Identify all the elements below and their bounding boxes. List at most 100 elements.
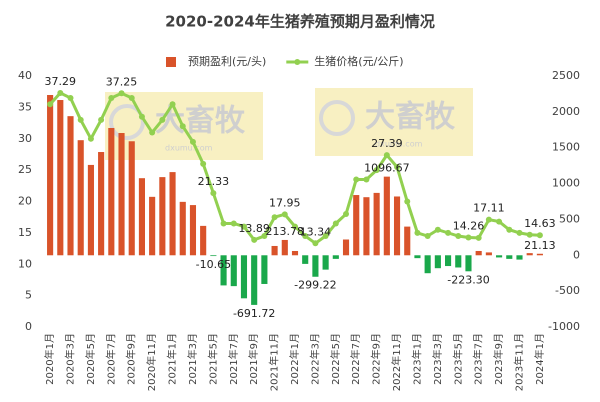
x-tick-label: 2023年3月: [431, 333, 444, 385]
line-marker: [240, 223, 247, 230]
x-tick-label: 2020年11月: [145, 333, 158, 391]
y-tick-label: 35: [18, 100, 32, 113]
x-tick-label: 2023年9月: [492, 333, 505, 385]
line-marker: [138, 113, 145, 120]
bar: [485, 252, 492, 256]
line-marker: [47, 101, 54, 108]
bar: [98, 152, 105, 256]
line-marker: [200, 160, 207, 167]
line-marker: [363, 176, 370, 183]
line-marker: [312, 240, 319, 247]
line-marker: [434, 226, 441, 233]
y2-tick-label: -1000: [548, 320, 580, 333]
bar: [373, 192, 380, 256]
line-marker: [251, 236, 258, 243]
chart-title: 2020-2024年生猪养殖预期月盈利情况: [165, 13, 435, 31]
bar: [404, 226, 411, 256]
bar: [363, 197, 370, 256]
y-tick-label: 0: [25, 320, 32, 333]
line-marker: [455, 233, 462, 240]
bar: [332, 255, 339, 259]
y-tick-label: 30: [18, 132, 32, 145]
line-marker: [67, 94, 74, 101]
x-tick-label: 2020年9月: [125, 333, 138, 385]
bar: [77, 140, 84, 256]
line-marker: [149, 129, 156, 136]
x-tick-label: 2020年7月: [104, 333, 117, 385]
y-tick-label: 10: [18, 257, 32, 270]
y-tick-label: 40: [18, 69, 32, 82]
line-marker: [424, 233, 431, 240]
y-tick-label: 15: [18, 226, 32, 239]
y2-tick-label: 1000: [552, 177, 580, 190]
data-label: 21.33: [198, 175, 230, 188]
line-marker: [496, 218, 503, 225]
line-marker: [475, 234, 482, 241]
bar: [251, 255, 258, 305]
bar: [414, 255, 421, 259]
bar: [506, 255, 513, 259]
data-label: 17.11: [473, 202, 505, 215]
x-tick-label: 2023年1月: [410, 333, 423, 385]
data-label: 14.26: [453, 220, 485, 233]
bar: [230, 255, 237, 287]
y2-tick-label: 0: [573, 248, 580, 261]
y-tick-label: 25: [18, 163, 32, 176]
line-marker: [414, 229, 421, 236]
line-marker: [128, 94, 135, 101]
data-label: 13.89: [238, 222, 270, 235]
bar: [108, 127, 115, 256]
y-tick-label: 20: [18, 195, 32, 208]
bar: [383, 176, 390, 256]
data-label: -691.72: [233, 307, 275, 320]
bar: [87, 164, 94, 256]
line-marker: [220, 220, 227, 227]
line-marker: [343, 211, 350, 218]
x-tick-label: 2022年11月: [390, 333, 403, 391]
bar: [281, 239, 288, 256]
data-label: 213.78: [266, 225, 305, 238]
line-marker: [98, 116, 105, 123]
y2-tick-label: 2500: [552, 69, 580, 82]
data-label: 21.13: [524, 239, 556, 252]
bar: [455, 255, 462, 268]
x-tick-label: 2024年1月: [533, 333, 546, 385]
line-marker: [353, 176, 360, 183]
bar: [434, 255, 441, 269]
x-tick-label: 2021年11月: [268, 333, 281, 391]
y-tick-label: 5: [25, 289, 32, 302]
x-tick-label: 2021年5月: [206, 333, 219, 385]
watermark-text: 大畜牧: [365, 100, 456, 135]
x-tick-label: 2022年1月: [288, 333, 301, 385]
bar: [189, 205, 197, 256]
bar: [475, 250, 482, 256]
legend-marker: [294, 59, 301, 65]
data-label: 27.39: [371, 137, 403, 150]
line-marker: [465, 234, 472, 241]
x-tick-label: 2020年1月: [43, 333, 56, 385]
bar: [47, 95, 54, 256]
bar: [67, 116, 74, 256]
line-marker: [516, 229, 523, 236]
x-tick-label: 2021年3月: [186, 333, 199, 385]
line-marker: [485, 216, 492, 223]
x-tick-label: 2020年5月: [84, 333, 97, 385]
bar: [424, 255, 431, 274]
data-label: 37.29: [45, 75, 77, 88]
bar: [149, 196, 156, 256]
line-marker: [189, 138, 196, 145]
bar: [240, 255, 248, 299]
bar: [496, 255, 503, 258]
data-label: -223.30: [447, 273, 489, 286]
data-label: 17.95: [269, 196, 301, 209]
line-marker: [394, 163, 401, 170]
x-tick-label: 2022年9月: [370, 333, 383, 385]
x-tick-label: 2023年5月: [451, 333, 464, 385]
line-marker: [445, 229, 452, 236]
bar: [526, 253, 533, 256]
watermark-url: dxumu.com: [375, 140, 423, 149]
bar: [200, 225, 207, 256]
bar: [179, 201, 186, 256]
y2-tick-label: 1500: [552, 141, 580, 154]
data-label: 13.34: [300, 225, 332, 238]
